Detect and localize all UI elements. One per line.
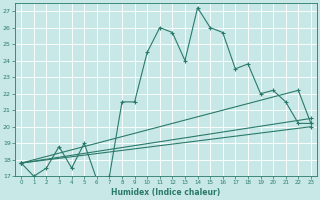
X-axis label: Humidex (Indice chaleur): Humidex (Indice chaleur) bbox=[111, 188, 221, 197]
